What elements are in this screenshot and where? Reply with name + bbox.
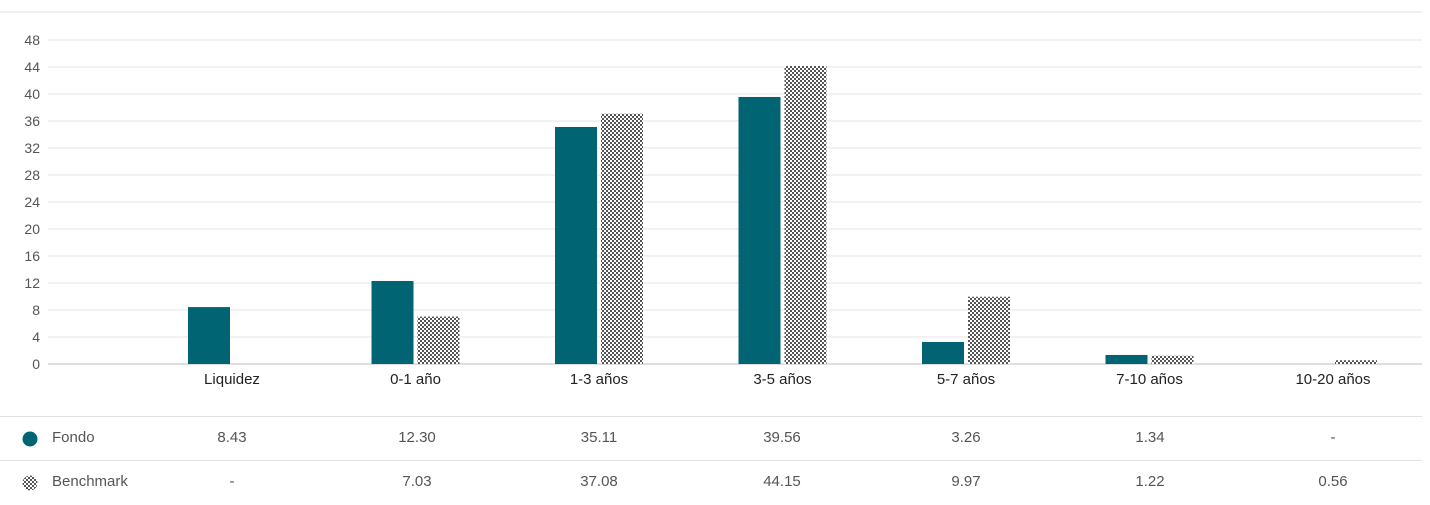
table-cell: -	[229, 473, 235, 490]
y-tick-label: 12	[24, 275, 40, 291]
y-tick-label: 40	[24, 86, 40, 102]
x-tick-label: 1-3 años	[570, 371, 628, 388]
x-tick-label: 3-5 años	[753, 371, 811, 388]
x-tick-label: Liquidez	[204, 371, 260, 388]
x-tick-label: 10-20 años	[1295, 371, 1370, 388]
table-cell: 0.56	[1318, 473, 1348, 490]
y-tick-label: 24	[24, 194, 40, 210]
bar-fondo-1	[371, 280, 414, 364]
benchmark-legend-marker	[22, 475, 38, 491]
table-cell: 12.30	[398, 429, 436, 446]
bar-benchmark-4	[968, 296, 1010, 364]
y-tick-label: 8	[32, 302, 40, 318]
table-cell: 35.11	[580, 429, 618, 446]
table-cell: 3.26	[951, 429, 981, 446]
bar-benchmark-1	[417, 316, 460, 364]
x-tick-label: 5-7 años	[937, 371, 995, 388]
table-row-benchmark: Benchmark - 7.03 37.08 44.15 9.97 1.22 0…	[0, 460, 1422, 505]
table-cell: 44.15	[763, 473, 801, 490]
x-tick-label: 7-10 años	[1116, 371, 1183, 388]
y-tick-label: 36	[24, 113, 40, 129]
table-cell: 1.22	[1135, 473, 1165, 490]
bar-fondo-5	[1105, 354, 1148, 364]
y-tick-label: 0	[32, 356, 40, 372]
y-tick-label: 48	[24, 32, 40, 48]
bar-benchmark-3	[784, 65, 827, 365]
y-tick-label: 4	[32, 329, 40, 345]
bar-fondo-3	[738, 96, 781, 364]
table-cell: 1.34	[1135, 429, 1165, 446]
bar-fondo-4	[922, 341, 964, 364]
bars	[188, 65, 1377, 365]
table-cell: 8.43	[217, 429, 247, 446]
x-tick-label: 0-1 año	[390, 371, 441, 388]
table-cell: 9.97	[951, 473, 981, 490]
y-tick-label: 28	[24, 167, 40, 183]
y-tick-label: 16	[24, 248, 40, 264]
y-tick-label: 32	[24, 140, 40, 156]
table-cell: 7.03	[402, 473, 432, 490]
bar-benchmark-5	[1151, 355, 1194, 364]
series-label-benchmark: Benchmark	[52, 473, 128, 490]
bar-benchmark-2	[601, 113, 643, 365]
bar-fondo-2	[555, 127, 597, 364]
table-cell: 37.08	[580, 473, 618, 490]
y-tick-label: 20	[24, 221, 40, 237]
bar-fondo-0	[188, 307, 230, 364]
grid-lines	[48, 39, 1422, 365]
table-cell: 39.56	[763, 429, 801, 446]
series-label-fondo: Fondo	[52, 429, 95, 446]
table-row-fondo: Fondo 8.43 12.30 35.11 39.56 3.26 1.34 -	[0, 416, 1422, 461]
x-axis: Liquidez 0-1 año 1-3 años 3-5 años 5-7 años 7…	[204, 371, 1370, 388]
table-cell: -	[1330, 429, 1336, 446]
bar-benchmark-6	[1335, 360, 1377, 364]
fondo-legend-marker	[22, 431, 38, 447]
y-tick-label: 44	[24, 59, 40, 75]
